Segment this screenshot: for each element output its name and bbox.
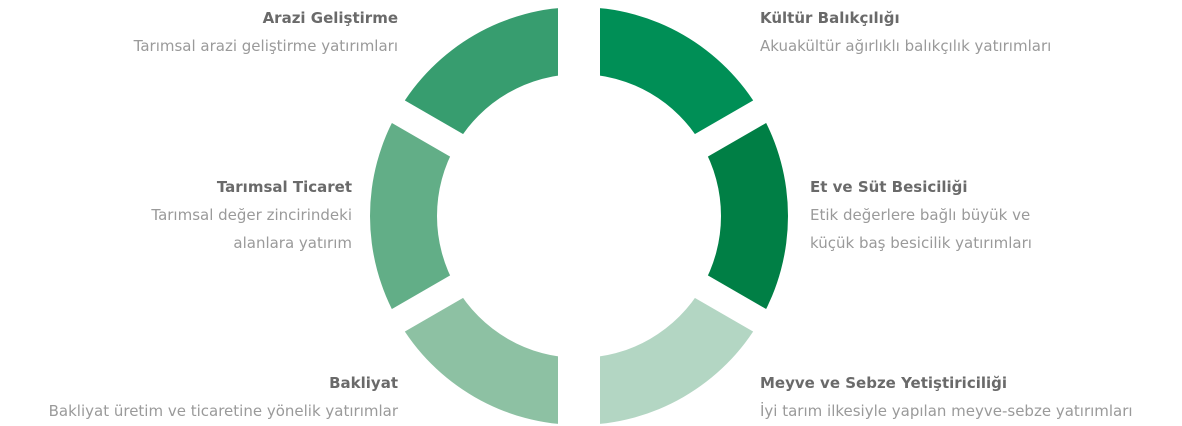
node-title: Bakliyat [329,374,398,392]
segment-gap [382,95,776,337]
node-description: Bakliyat üretim ve ticaretine yönelik ya… [49,402,399,420]
ring-segment [370,111,457,321]
ring-segment [579,287,760,425]
node-description: Tarımsal arazi geliştirme yatırımları [133,37,398,55]
node-description: Etik değerlere bağlı büyük ve [810,206,1030,224]
node-title: Kültür Balıkçılığı [760,9,900,27]
node-title: Et ve Süt Besiciliği [810,178,968,196]
node-title: Meyve ve Sebze Yetiştiriciliği [760,374,1007,392]
node-title: Arazi Geliştirme [263,9,398,27]
node-description: İyi tarım ilkesiyle yapılan meyve-sebze … [760,401,1133,420]
ring-segment [398,287,579,425]
ring-segment [701,111,788,321]
ring-segment [398,7,579,145]
node-description: Tarımsal değer zincirindeki [150,206,352,224]
node-description: Akuakültür ağırlıklı balıkçılık yatırıml… [760,37,1051,55]
node-description: alanlara yatırım [233,234,352,252]
node-description: küçük baş besicilik yatırımları [810,234,1032,252]
node-title: Tarımsal Ticaret [217,178,352,196]
ring-segment [579,7,760,145]
